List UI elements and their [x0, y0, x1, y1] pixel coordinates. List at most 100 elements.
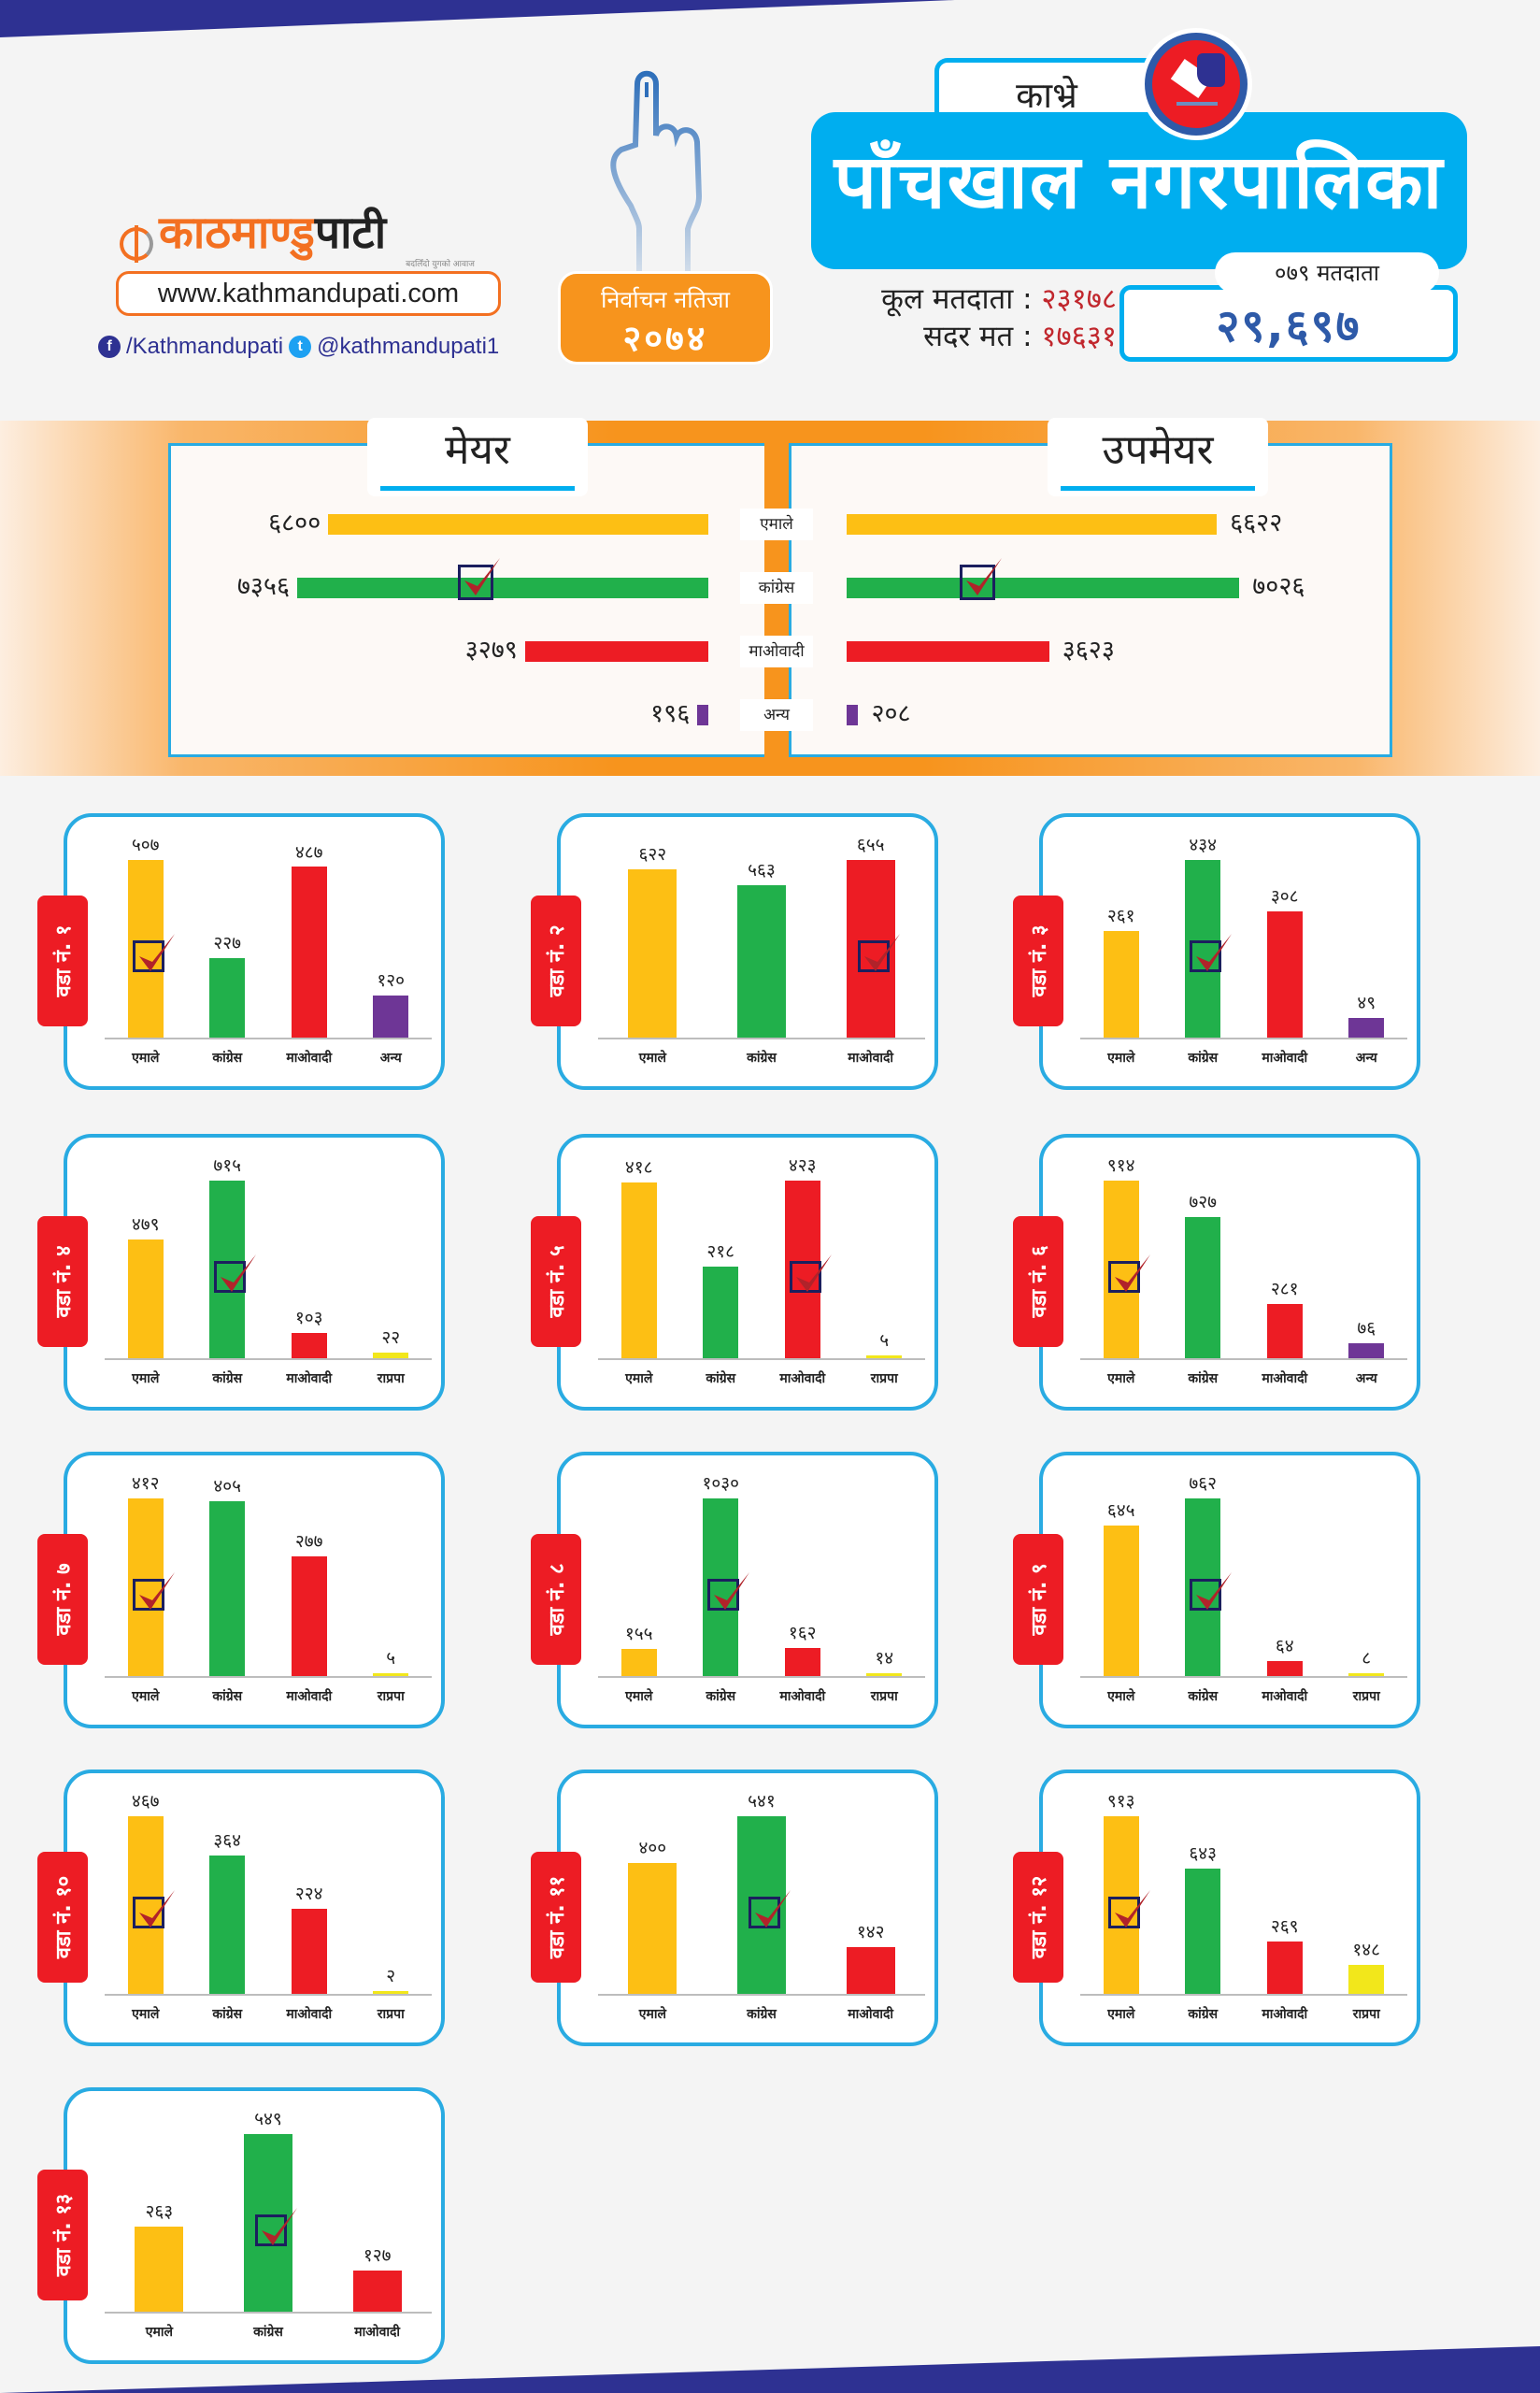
bar-एमाले — [620, 1182, 657, 1358]
category-label: अन्य — [1355, 1051, 1377, 1066]
facebook-icon[interactable]: f — [98, 336, 121, 358]
value-label: ४७९ — [131, 1213, 160, 1235]
ward-label: वडा नं. २ — [546, 924, 569, 997]
mayor-value-2: ७३५६ — [236, 572, 290, 601]
value-label: ५ — [386, 1648, 396, 1669]
category-label: माओवादी — [1262, 1371, 1308, 1386]
value-label: ७६ — [1357, 1318, 1376, 1340]
mayor-bar-1 — [328, 514, 708, 535]
category-label: माओवादी — [1262, 2007, 1308, 2022]
value-label: ४३४ — [1189, 835, 1218, 855]
value-label: ६४३ — [1189, 1843, 1218, 1865]
party-label-4: अन्य — [740, 699, 813, 731]
voting-finger-icon — [610, 70, 703, 290]
ward-label-tab: वडा नं. १ — [37, 896, 88, 1026]
ward-label-tab: वडा नं. ११ — [531, 1852, 581, 1983]
value-label: २६९ — [1270, 1916, 1299, 1938]
bar-अन्य — [1348, 1343, 1385, 1358]
value-label: २८१ — [1270, 1278, 1299, 1299]
category-label: एमाले — [625, 1689, 653, 1704]
category-label: माओवादी — [848, 2007, 894, 2022]
bar-अन्य — [1348, 1017, 1385, 1038]
x-axis-line — [1080, 1676, 1407, 1678]
top-decor-band — [0, 0, 1540, 37]
category-label: एमाले — [638, 1051, 666, 1066]
category-label: अन्य — [1355, 1371, 1377, 1386]
category-label: कांग्रेस — [1188, 1689, 1219, 1704]
value-label: ४९ — [1357, 992, 1376, 1013]
category-label: माओवादी — [354, 2325, 401, 2340]
value-label: २२७ — [213, 932, 242, 953]
category-label: एमाले — [132, 1689, 160, 1704]
twitter-icon[interactable]: t — [289, 336, 312, 358]
value-label: १४ — [875, 1648, 894, 1669]
category-label: राप्रपा — [1352, 1689, 1380, 1704]
twitter-handle[interactable]: @kathmandupati1 — [317, 334, 500, 359]
ward-label: वडा नं. ७ — [52, 1563, 76, 1636]
category-label: माओवादी — [286, 1371, 333, 1386]
category-label: माओवादी — [1262, 1051, 1308, 1066]
ward-plot: ४७९ एमाले ७१५ कांग्रेस १०३ माओवादी २२ राप्रपा — [105, 1155, 432, 1386]
category-label: एमाले — [132, 2007, 160, 2022]
bar-माओवादी — [1266, 911, 1303, 1038]
bar-कांग्रेस — [209, 1501, 246, 1676]
value-label: १०३ — [294, 1307, 323, 1328]
x-axis-line — [105, 1994, 432, 1996]
value-label: १२७ — [363, 2245, 392, 2267]
value-label: ५०७ — [131, 835, 160, 855]
deputy-bar-4 — [847, 705, 859, 725]
category-label: राप्रपा — [870, 1371, 898, 1386]
value-label: ८ — [1362, 1648, 1372, 1669]
winner-checkbox-icon — [1107, 1254, 1150, 1293]
ward-plot: ९१३ एमाले ६४३ कांग्रेस २६९ माओवादी १४८ राप्रपा — [1080, 1791, 1407, 2022]
ward-plot: २६३ एमाले ५४९ कांग्रेस १२७ माओवादी — [105, 2109, 432, 2340]
bar-अन्य — [373, 996, 409, 1038]
facebook-handle[interactable]: /Kathmandupati — [126, 334, 284, 359]
value-label: ३६४ — [213, 1829, 242, 1851]
value-label: २२ — [381, 1327, 401, 1349]
value-label: ४६७ — [131, 1791, 160, 1812]
value-label: ६४ — [1275, 1636, 1294, 1657]
winner-checkbox-icon — [132, 1889, 175, 1928]
value-label: १६२ — [788, 1623, 817, 1644]
bar-राप्रपा — [373, 1991, 409, 1994]
brand-logo[interactable]: काठमाण्डुपाटी बदलिँदो युगको आवाज — [120, 201, 493, 269]
ward-label: वडा नं. ६ — [1028, 1245, 1051, 1318]
value-label: १०३० — [702, 1473, 740, 1494]
bar-माओवादी — [291, 867, 327, 1038]
value-label: ३०८ — [1270, 886, 1299, 908]
bar-एमाले — [628, 1862, 677, 1994]
x-axis-line — [105, 2312, 432, 2314]
ward-chart-8: वडा नं. ८ १५५ एमाले १०३० कांग्रेस १६२ माओवादी १… — [531, 1452, 938, 1728]
mayor-bar-4 — [697, 705, 708, 725]
category-label: राप्रपा — [377, 1371, 405, 1386]
ward-label-tab: वडा नं. ५ — [531, 1216, 581, 1347]
bar-माओवादी — [784, 1648, 820, 1676]
website-link[interactable]: www.kathmandupati.com — [116, 271, 501, 316]
category-label: कांग्रेस — [706, 1689, 736, 1704]
ward-plot: ६४५ एमाले ७६२ कांग्रेस ६४ माओवादी ८ राप्रपा — [1080, 1473, 1407, 1704]
deputy-value-3: ३६२३ — [1062, 636, 1115, 665]
category-label: एमाले — [638, 2007, 666, 2022]
x-axis-line — [105, 1358, 432, 1360]
bar-एमाले — [628, 868, 677, 1038]
ward-chart-7: वडा नं. ७ ४१२ एमाले ४०५ कांग्रेस २७७ माओवादी ५ र… — [37, 1452, 445, 1728]
voter-stats: कूल मतदाता : २३१७८ सदर मत : १७६३१ — [799, 280, 1117, 355]
ward-chart-3: वडा नं. ३ २६१ एमाले ४३४ कांग्रेस ३०८ माओवादी ४९… — [1013, 813, 1420, 1090]
deputy-value-1: ६६२२ — [1230, 509, 1283, 537]
mayor-value-3: ३२७९ — [464, 636, 518, 665]
bar-एमाले — [127, 1239, 164, 1358]
category-label: एमाले — [132, 1051, 160, 1066]
bar-राप्रपा — [373, 1353, 409, 1358]
value-label: ७१५ — [213, 1155, 242, 1176]
bar-एमाले — [620, 1649, 657, 1676]
category-label: कांग्रेस — [706, 1371, 736, 1386]
category-label: राप्रपा — [377, 2007, 405, 2022]
bar-कांग्रेस — [209, 957, 246, 1038]
category-label: माओवादी — [1262, 1689, 1308, 1704]
ward-plot: ४०० एमाले ५४१ कांग्रेस १४२ माओवादी — [598, 1791, 925, 2022]
category-label: अन्य — [379, 1051, 402, 1066]
bar-कांग्रेस — [209, 1855, 246, 1994]
category-label: कांग्रेस — [212, 1689, 243, 1704]
bar-माओवादी — [1266, 1942, 1303, 1994]
